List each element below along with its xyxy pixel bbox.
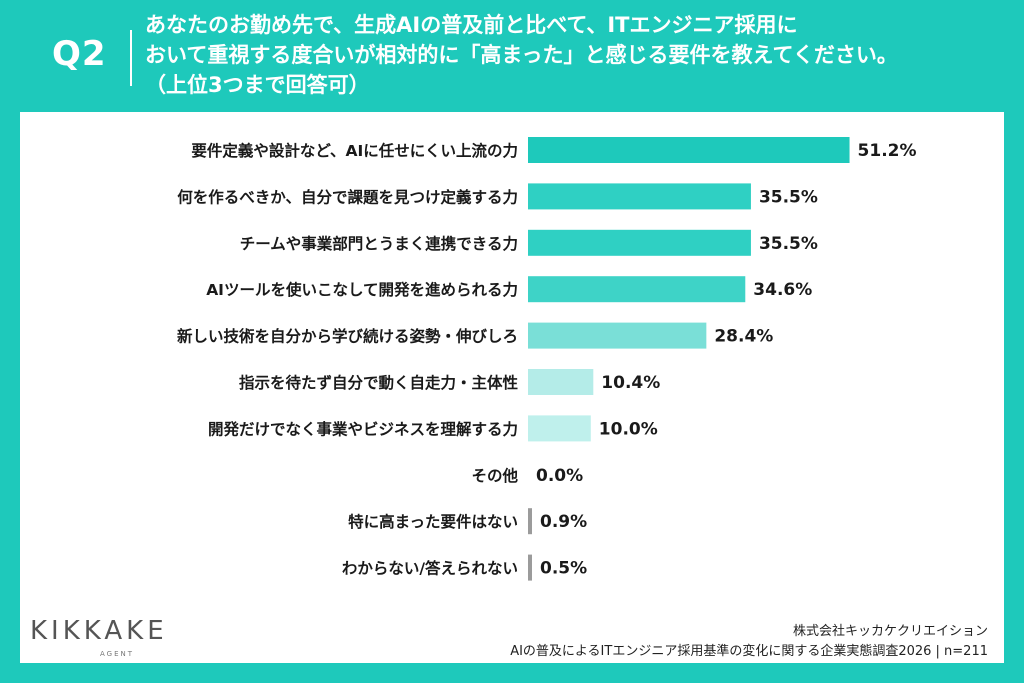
bar	[528, 322, 707, 349]
value-label: 10.0%	[599, 419, 658, 439]
value-label: 35.5%	[759, 234, 818, 254]
value-label: 0.5%	[540, 559, 587, 579]
category-label: わからない/答えられない	[342, 559, 518, 578]
bar	[528, 229, 751, 256]
kikkake-logo: KIKKAKE AGENT	[30, 616, 168, 658]
value-label: 28.4%	[714, 327, 773, 347]
bar	[528, 276, 746, 303]
category-label: 何を作るべきか、自分で課題を見つけ定義する力	[177, 187, 518, 206]
value-label: 0.9%	[540, 512, 587, 532]
logo-subtitle: AGENT	[100, 650, 135, 658]
category-label: 要件定義や設計など、AIに任せにくい上流の力	[191, 141, 518, 160]
bar	[528, 137, 850, 163]
category-label: その他	[471, 466, 518, 485]
footer: 株式会社キッカケクリエイション AIの普及によるITエンジニア採用基準の変化に関…	[510, 622, 988, 662]
question-number: Q2	[52, 34, 107, 74]
category-label: 開発だけでなく事業やビジネスを理解する力	[208, 419, 518, 438]
category-label: 新しい技術を自分から学び続ける姿勢・伸びしろ	[177, 327, 518, 346]
logo-wordmark: KIKKAKE	[30, 616, 168, 646]
value-label: 51.2%	[858, 141, 917, 161]
question-line-1: あなたのお勤め先で、生成AIの普及前と比べて、ITエンジニア採用に	[145, 13, 798, 37]
question-text: あなたのお勤め先で、生成AIの普及前と比べて、ITエンジニア採用に おいて重視す…	[145, 10, 1015, 100]
value-label: 10.4%	[601, 373, 660, 393]
footer-source: AIの普及によるITエンジニア採用基準の変化に関する企業実態調査2026 | n…	[510, 644, 988, 659]
category-label: AIツールを使いこなして開発を進められる力	[206, 280, 518, 299]
bar	[528, 508, 532, 535]
header-divider	[130, 30, 132, 86]
category-label: 特に高まった要件はない	[348, 512, 518, 531]
value-label: 35.5%	[759, 187, 818, 207]
footer-company: 株式会社キッカケクリエイション	[792, 624, 988, 639]
bar	[528, 554, 532, 581]
header: Q2 あなたのお勤め先で、生成AIの普及前と比べて、ITエンジニア採用に おいて…	[0, 0, 1024, 112]
category-label: チームや事業部門とうまく連携できる力	[240, 234, 518, 253]
chart-panel	[20, 112, 1004, 663]
category-label: 指示を待たず自分で動く自走力・主体性	[239, 373, 519, 392]
value-label: 0.0%	[536, 466, 583, 486]
value-label: 34.6%	[753, 280, 812, 300]
question-line-2: おいて重視する度合いが相対的に「高まった」と感じる要件を教えてください。	[145, 43, 898, 67]
bar	[528, 369, 594, 395]
bar	[528, 183, 751, 210]
question-line-3: （上位3つまで回答可）	[145, 73, 370, 97]
bar	[528, 415, 591, 442]
